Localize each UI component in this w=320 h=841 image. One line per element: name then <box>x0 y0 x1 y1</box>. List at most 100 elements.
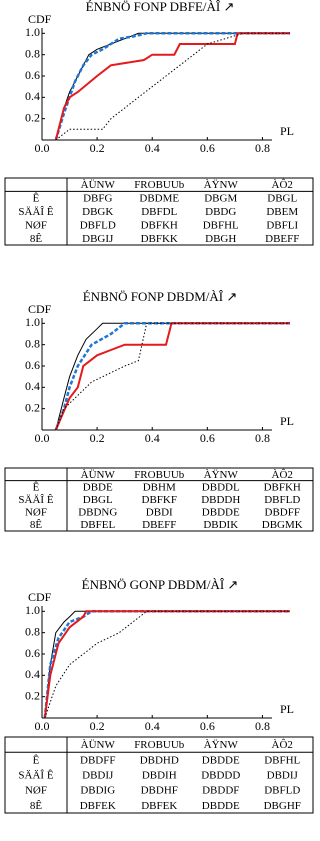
y-tick-label: 1.0 <box>25 315 40 329</box>
x-tick-label: 0.0 <box>35 141 50 155</box>
table-cell: DBDDE <box>202 800 240 812</box>
table-cell: DBGIJ <box>82 233 114 245</box>
table-cell: DBEFF <box>265 233 299 245</box>
x-tick-label: 0.2 <box>90 719 105 733</box>
table-cell: DBDIJ <box>82 770 114 782</box>
y-tick-label: 0.8 <box>25 46 40 60</box>
table-cell: DBFLD <box>80 219 116 231</box>
table-border <box>4 736 314 814</box>
table-cell: DBFHL <box>264 754 300 766</box>
table-cell: DBFDL <box>141 206 177 218</box>
cdf-line <box>54 322 290 431</box>
y-tick-label: 1.0 <box>25 25 40 39</box>
table-cell: DBFLI <box>266 219 298 231</box>
table-header: ÀÔ2 <box>272 469 293 481</box>
cdf-line <box>43 610 290 719</box>
x-tick-label: 0.4 <box>145 719 160 733</box>
table-border <box>4 467 314 532</box>
y-tick-label: 0.2 <box>25 400 40 414</box>
x-axis-label: PL <box>280 124 294 138</box>
table-border <box>4 177 314 246</box>
table-cell: DBEM <box>266 206 298 218</box>
table-cell: DBDNG <box>78 507 117 519</box>
row-label: SÄÄÎ Ê <box>18 770 53 782</box>
x-tick-label: 0.8 <box>255 141 270 155</box>
y-tick-label: 0.4 <box>25 379 40 393</box>
y-axis-label: CDF <box>28 302 52 316</box>
table-cell: DBGL <box>83 494 113 506</box>
y-tick-label: 0.8 <box>25 624 40 638</box>
table-header: ÀÜNW <box>81 469 116 481</box>
x-tick-label: 0.2 <box>90 431 105 445</box>
y-tick-label: 0.4 <box>25 89 40 103</box>
table-cell: DBFLD <box>264 785 300 797</box>
x-tick-label: 0.6 <box>200 719 215 733</box>
table-cell: DBDDD <box>201 770 240 782</box>
x-tick-label: 0.0 <box>35 431 50 445</box>
table-cell: DBGL <box>267 193 297 205</box>
x-axis-label: PL <box>280 414 294 428</box>
y-tick-label: 0.8 <box>25 336 40 350</box>
table-cell: DBDE <box>83 481 113 493</box>
table-cell: DBFKH <box>141 219 178 231</box>
table-cell: DBFEL <box>80 519 115 531</box>
y-axis-label: CDF <box>28 12 52 26</box>
table-cell: DBDFF <box>80 754 115 766</box>
row-label: NØF <box>25 785 47 797</box>
table-cell: DBFKF <box>142 494 177 506</box>
x-tick-label: 0.0 <box>35 719 50 733</box>
y-tick-label: 0.2 <box>25 110 40 124</box>
table-cell: DBGHF <box>264 800 301 812</box>
cdf-line <box>55 322 290 431</box>
x-axis-label: PL <box>280 702 294 716</box>
table-cell: DBDME <box>139 193 179 205</box>
table-cell: DBDDH <box>201 494 240 506</box>
table-cell: DBDIH <box>142 770 177 782</box>
chart-title: ÉNBNÖ FONP DBDM/ÀÎ ↗ <box>83 289 238 304</box>
y-tick-label: 0.6 <box>25 68 40 82</box>
table-cell: DBDFF <box>265 507 300 519</box>
cdf-line <box>44 610 290 719</box>
chart-title: ÉNBNÖ FONP DBFE/ÀÎ ↗ <box>86 0 235 14</box>
cdf-line <box>43 610 290 719</box>
table-cell: DBHM <box>143 481 176 493</box>
table-header: ÀÜNW <box>81 179 116 191</box>
table-cell: DBDHD <box>140 754 179 766</box>
table-cell: DBDIK <box>203 519 238 531</box>
row-label: SÄÄÎ Ê <box>18 206 53 218</box>
table-cell: DBGK <box>82 206 113 218</box>
x-tick-label: 0.6 <box>200 141 215 155</box>
cdf-line <box>54 322 290 431</box>
table-cell: DBFKH <box>264 481 301 493</box>
x-tick-label: 0.4 <box>145 141 160 155</box>
y-tick-label: 0.6 <box>25 646 40 660</box>
table-cell: DBFKK <box>141 233 178 245</box>
table-cell: DBGM <box>204 193 237 205</box>
x-tick-label: 0.8 <box>255 719 270 733</box>
table-cell: DBFEK <box>141 800 177 812</box>
table-header: FROBUUb <box>134 739 185 751</box>
x-tick-label: 0.4 <box>145 431 160 445</box>
table-cell: DBFEK <box>80 800 116 812</box>
chart-title: ÉNBNÖ GONP DBDM/ÀÎ ↗ <box>82 577 239 592</box>
y-tick-label: 0.2 <box>25 688 40 702</box>
cdf-line <box>55 32 290 141</box>
table-cell: DBFLD <box>264 494 300 506</box>
table-cell: DBGH <box>205 233 236 245</box>
table-cell: DBFHL <box>203 219 239 231</box>
table-header: FROBUUb <box>134 469 185 481</box>
table-cell: DBDDF <box>202 785 239 797</box>
row-label: Ê <box>33 193 40 205</box>
row-label: 8Ê <box>30 519 43 531</box>
table-cell: DBDIJ <box>267 770 299 782</box>
table-cell: DBDDE <box>202 754 240 766</box>
table-cell: DBGMK <box>262 519 303 531</box>
x-tick-label: 0.8 <box>255 431 270 445</box>
cdf-line <box>54 32 290 141</box>
y-tick-label: 0.4 <box>25 667 40 681</box>
x-tick-label: 0.2 <box>90 141 105 155</box>
table-header: ÀŸNW <box>204 469 239 481</box>
y-tick-label: 0.6 <box>25 358 40 372</box>
row-label: Ê <box>33 481 40 493</box>
table-cell: DBDDL <box>202 481 240 493</box>
